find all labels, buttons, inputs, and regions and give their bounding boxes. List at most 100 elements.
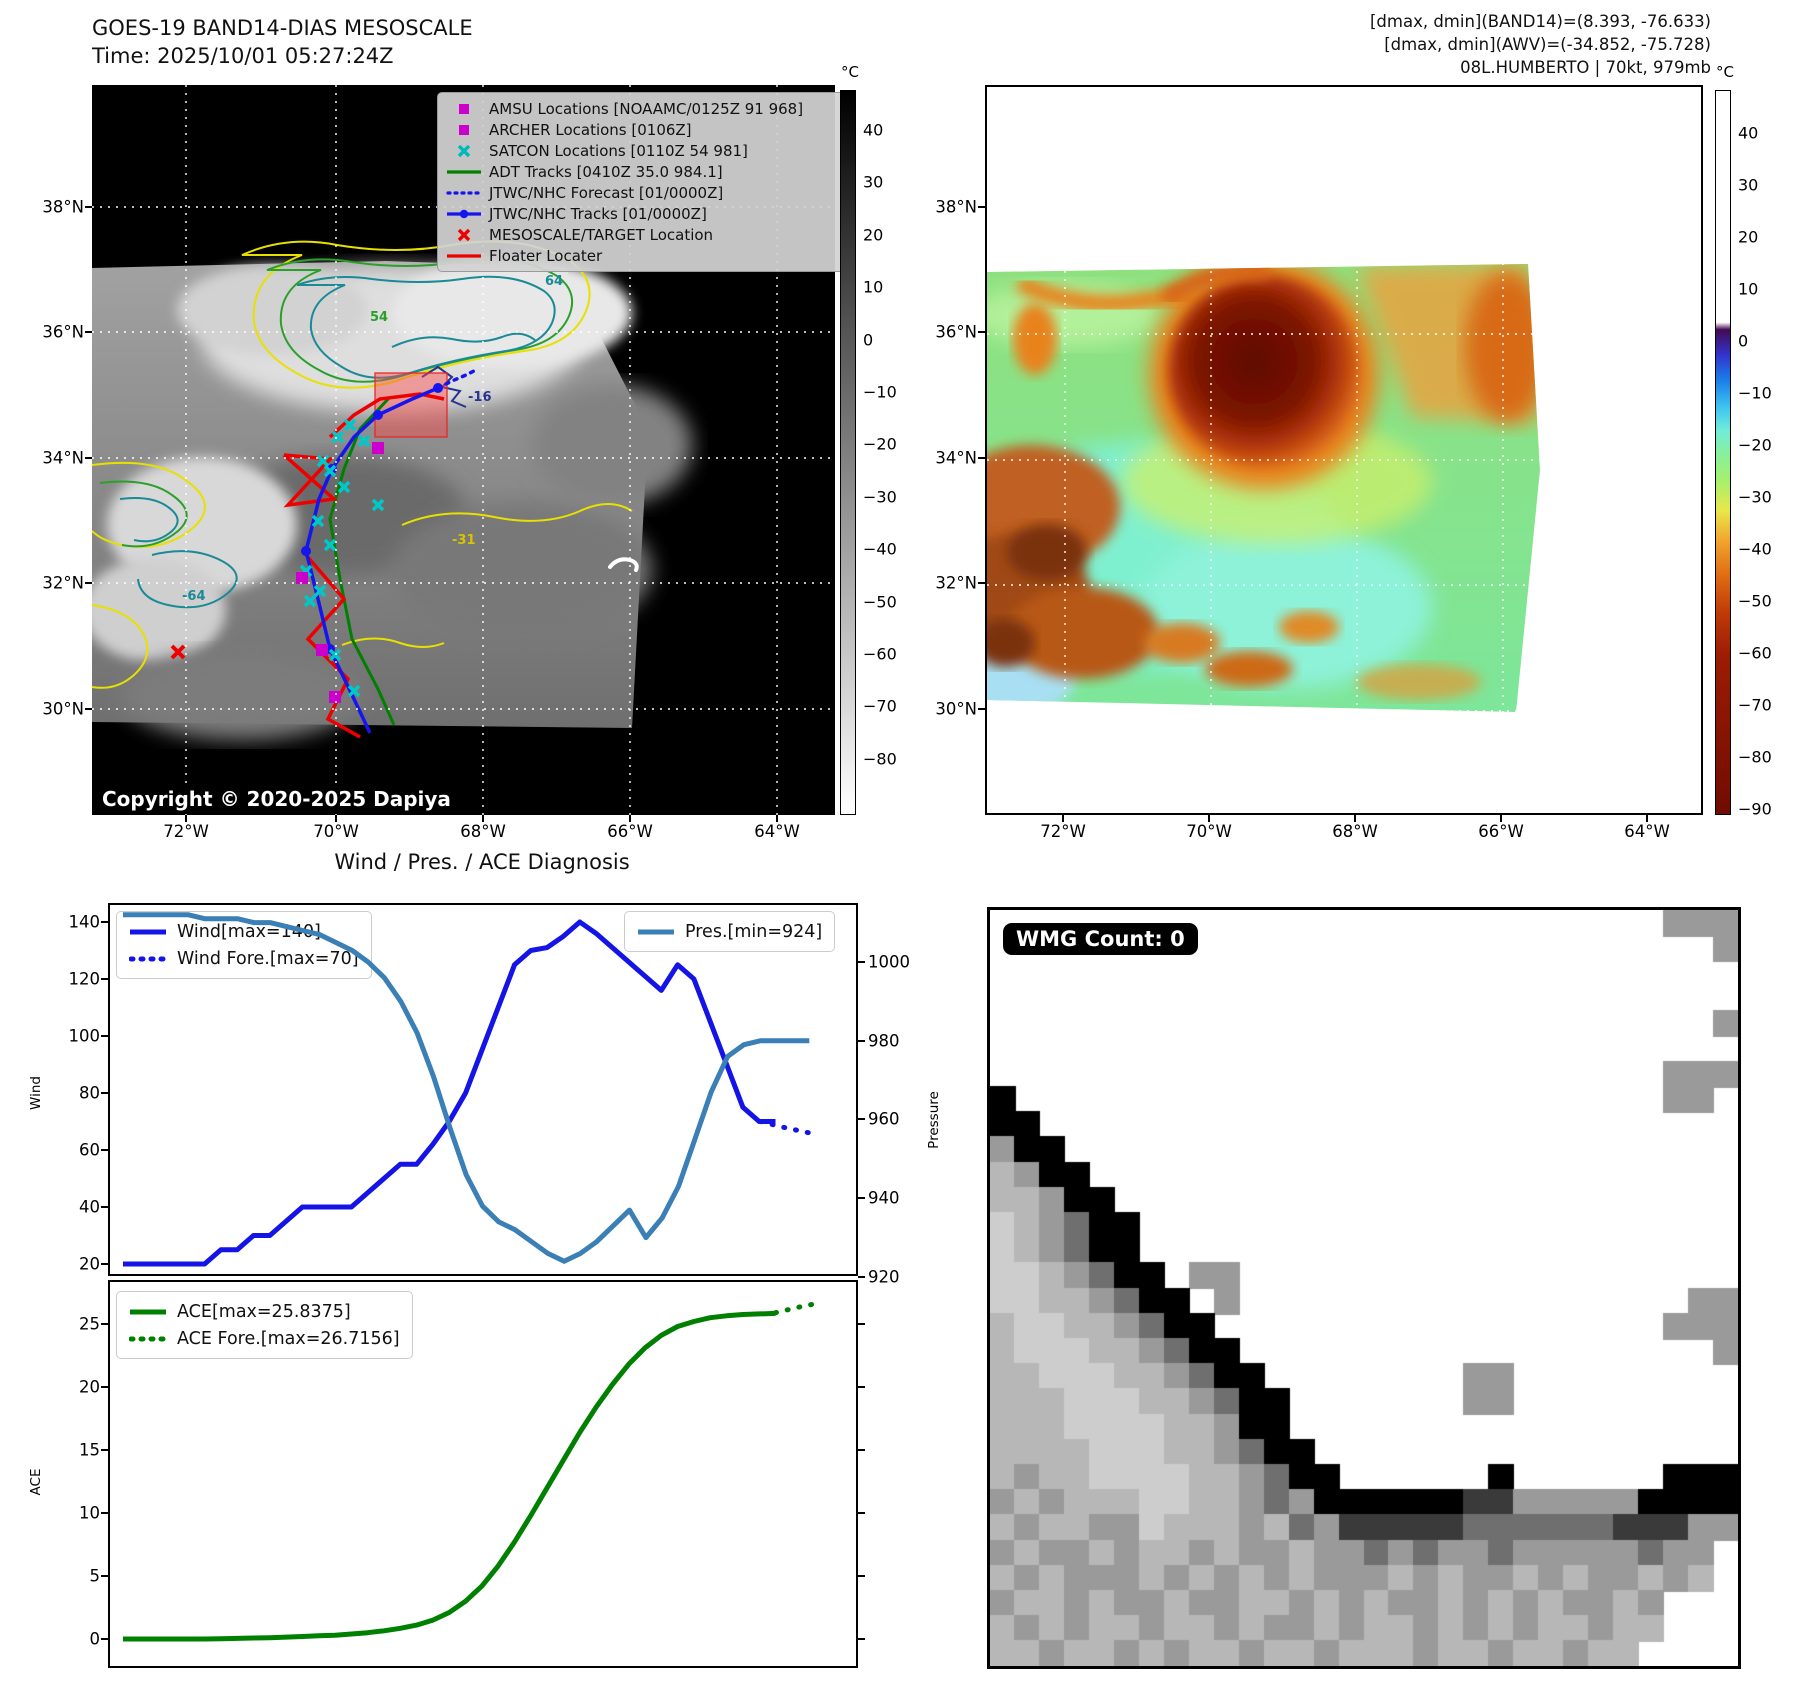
- storm-id-intensity: 08L.HUMBERTO | 70kt, 979mb: [1460, 58, 1711, 78]
- copyright-badge: Copyright © 2020-2025 Dapiya: [92, 784, 461, 814]
- band14-cbar-tick: −80: [863, 749, 897, 769]
- wind-ytick: 40: [79, 1197, 100, 1217]
- legend-item-3: ADT Tracks [0410Z 35.0 984.1]: [446, 161, 842, 182]
- awv-map-art: [987, 87, 1701, 813]
- legend-item-label: MESOSCALE/TARGET Location: [489, 225, 714, 244]
- legend-item-7: Floater Locater: [446, 245, 842, 266]
- svg-text:-64: -64: [182, 589, 206, 604]
- legend-symbol-line-dot: [447, 209, 481, 218]
- pressure-legend-label: Pres.[min=924]: [685, 921, 823, 942]
- band14-cbar-tick: −40: [863, 539, 897, 559]
- legend-item-2: SATCON Locations [0110Z 54 981]: [446, 140, 842, 161]
- legend-symbol-line: [447, 253, 481, 258]
- pressure-legend: Pres.[min=924]: [624, 911, 836, 952]
- band14-cbar-tick: 20: [863, 225, 884, 245]
- wind-ytick: 100: [68, 1026, 101, 1046]
- pressure-ytick: 960: [868, 1109, 900, 1129]
- ace-ytick: 25: [79, 1314, 100, 1334]
- awv-cbar-tick: 20: [1738, 227, 1759, 247]
- wind-axis-label: Wind: [28, 1076, 44, 1110]
- legend-symbol-dotted: [446, 190, 482, 195]
- dmax-dmin-band14: [dmax, dmin](BAND14)=(8.393, -76.633): [1369, 12, 1711, 31]
- ace-ytick: 10: [79, 1503, 100, 1523]
- wmg-pixel-panel: [987, 907, 1741, 1669]
- band14-map-art: 64 54 -16 -31 -64: [92, 85, 835, 815]
- band14-cbar-tick: 10: [863, 277, 884, 297]
- awv-cbar-tick: 40: [1738, 123, 1759, 143]
- svg-text:-31: -31: [452, 533, 476, 548]
- awv-ytick: 34°N: [935, 448, 977, 468]
- awv-cbar-tick: −10: [1738, 383, 1772, 403]
- band14-cbar-tick: −70: [863, 696, 897, 716]
- jtwc-forecast-line: [436, 367, 480, 390]
- band14-cbar-tick: 40: [863, 120, 884, 140]
- legend-symbol-square: [459, 124, 469, 135]
- legend-item-5: JTWC/NHC Tracks [01/0000Z]: [446, 203, 842, 224]
- legend-item-label: AMSU Locations [NOAAMC/0125Z 91 968]: [489, 99, 804, 118]
- awv-xtick: 68°W: [1332, 822, 1378, 841]
- wind-ytick: 60: [79, 1140, 100, 1160]
- legend-symbol-x: [457, 228, 471, 241]
- wind-ytick: 80: [79, 1083, 100, 1103]
- awv-cbar-tick: 30: [1738, 175, 1759, 195]
- legend-item-label: JTWC/NHC Tracks [01/0000Z]: [489, 204, 707, 223]
- awv-swath: [987, 264, 1540, 712]
- band14-cbar-tick: −60: [863, 644, 897, 664]
- legend-item-label: JTWC/NHC Forecast [01/0000Z]: [489, 183, 724, 202]
- legend-item-6: MESOSCALE/TARGET Location: [446, 224, 842, 245]
- awv-cbar-tick: −90: [1738, 799, 1772, 819]
- awv-cbar-tick: −70: [1738, 695, 1772, 715]
- wmg-count-badge: WMG Count: 0: [1003, 923, 1198, 955]
- band14-xtick: 70°W: [313, 822, 359, 841]
- wind-legend-label: Wind[max=140]: [177, 921, 321, 942]
- page-title: GOES-19 BAND14-DIAS MESOSCALE: [92, 16, 473, 40]
- pressure-ytick: 940: [868, 1188, 900, 1208]
- ace-forecast-line-sample: [129, 1336, 167, 1341]
- awv-xtick: 70°W: [1186, 822, 1232, 841]
- pressure-ytick: 980: [868, 1031, 900, 1051]
- ace-legend-label: ACE[max=25.8375]: [177, 1301, 351, 1322]
- contour-value-labels: 64 54 -16 -31 -64: [182, 274, 563, 604]
- ace-forecast-legend-label: ACE Fore.[max=26.7156]: [177, 1328, 400, 1349]
- wind-forecast-line-sample: [129, 956, 167, 961]
- latlon-grid: [987, 87, 1701, 813]
- awv-cbar-tick: 0: [1738, 331, 1749, 351]
- band14-cbar-tick: 30: [863, 172, 884, 192]
- awv-cbar-tick: −20: [1738, 435, 1772, 455]
- svg-text:64: 64: [545, 274, 563, 289]
- wind-legend: Wind[max=140] Wind Fore.[max=70]: [116, 911, 372, 979]
- awv-ytick: 36°N: [935, 322, 977, 342]
- wind-ytick: 140: [68, 912, 101, 932]
- band14-xtick: 72°W: [163, 822, 209, 841]
- band14-ytick: 30°N: [42, 699, 84, 719]
- band14-ytick: 32°N: [42, 573, 84, 593]
- svg-text:-16: -16: [468, 390, 492, 405]
- band14-ytick: 38°N: [42, 197, 84, 217]
- awv-color-map: [985, 85, 1703, 815]
- legend-item-label: ARCHER Locations [0106Z]: [489, 120, 692, 139]
- pressure-ytick: 1000: [868, 952, 910, 972]
- ace-ytick: 20: [79, 1377, 100, 1397]
- awv-cbar-tick: −80: [1738, 747, 1772, 767]
- mesoscale-target-box: [374, 372, 448, 438]
- storm-info-block: [dmax, dmin](BAND14)=(8.393, -76.633) [d…: [1370, 10, 1711, 79]
- legend-item-label: SATCON Locations [0110Z 54 981]: [489, 141, 748, 160]
- awv-ytick: 32°N: [935, 573, 977, 593]
- band14-xtick: 64°W: [754, 822, 800, 841]
- svg-text:54: 54: [370, 310, 388, 325]
- legend-item-0: AMSU Locations [NOAAMC/0125Z 91 968]: [446, 98, 842, 119]
- diagnosis-title: Wind / Pres. / ACE Diagnosis: [334, 850, 630, 874]
- band14-cbar-tick: −20: [863, 434, 897, 454]
- pressure-line-sample: [638, 929, 674, 934]
- wmg-pixel-image: [990, 910, 1738, 1666]
- awv-cbar-tick: −50: [1738, 591, 1772, 611]
- band14-cbar-tick: −50: [863, 592, 897, 612]
- pressure-ytick: 920: [868, 1267, 900, 1287]
- figure-header: GOES-19 BAND14-DIAS MESOSCALE Time: 2025…: [92, 14, 473, 71]
- band14-colorbar-unit: °C: [841, 63, 859, 81]
- wind-ytick: 20: [79, 1254, 100, 1274]
- ace-axis-label: ACE: [28, 1468, 44, 1496]
- target-x-marker: [170, 644, 186, 660]
- small-cloud-wisp: [608, 557, 639, 572]
- legend-item-label: ADT Tracks [0410Z 35.0 984.1]: [489, 162, 723, 181]
